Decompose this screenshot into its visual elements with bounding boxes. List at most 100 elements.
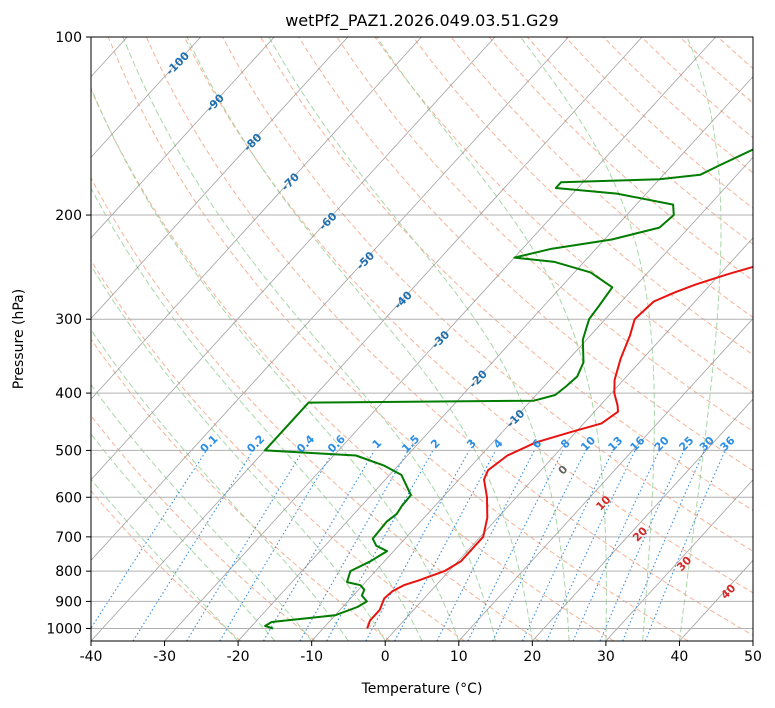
moist-adiabat [376,37,607,641]
mixing-ratio-line [132,450,254,641]
x-tick-label: 30 [597,649,615,665]
dry-adiabat [565,37,753,209]
x-axis-label: Temperature (°C) [361,681,483,697]
y-axis: 100 200 300 400 500 600 700 800 900 1000 [46,30,91,637]
y-tick-label: 800 [55,564,82,580]
isotherm [91,37,496,481]
mixing-ratio-line [622,450,705,641]
mixing-ratio-label: 4 [491,436,506,451]
dry-adiabat [91,176,540,641]
isotherm [91,37,275,239]
moist-adiabat [91,264,386,641]
mixing-ratio-line [299,450,409,641]
moist-adiabat [268,37,570,641]
moist-adiabat [520,37,655,641]
x-tick-label: 10 [450,649,468,665]
mixing-ratio-line [91,450,207,630]
isotherm [91,37,422,400]
isotherm [91,37,569,561]
mixing-ratio-line [186,450,304,641]
isotherm-label: -10 [504,407,527,430]
isotherm [458,317,753,641]
dry-adiabat [91,338,391,641]
dry-adiabat [91,88,614,641]
y-tick-label: 1000 [46,621,82,637]
x-tick-label: 50 [744,649,762,665]
dry-adiabat [145,37,753,636]
dry-adiabat [91,490,242,641]
moist-adiabat-label: 40 [718,581,738,601]
isotherm-label: -30 [429,328,452,351]
moist-adiabat-label: 20 [630,524,650,544]
dry-adiabat [298,37,753,472]
dry-adiabat [222,37,753,552]
x-tick-label: 0 [381,649,390,665]
mixing-ratio-line [644,450,726,641]
moist-adiabat [91,478,239,641]
y-tick-label: 600 [55,490,82,506]
isotherm [532,398,753,641]
isotherm [91,37,202,158]
dry-adiabat [107,37,689,641]
mixing-ratio-line [599,450,685,641]
dry-adiabat [488,37,753,282]
dry-adiabat [717,37,753,70]
x-tick-label: -20 [227,649,250,665]
isotherm-label: -90 [204,91,227,114]
dry-adiabat [450,37,753,319]
chart-title: wetPf2_PAZ1.2026.049.03.51.G29 [285,11,559,31]
moist-adiabat [91,433,276,641]
dry-adiabat [412,37,753,356]
isotherm-label: -20 [467,367,490,390]
isotherm [164,37,716,641]
moist-adiabat [91,328,349,641]
series-group [263,148,753,630]
mixing-ratio-label: 3 [464,437,479,452]
dry-adiabat [91,259,465,641]
moist-adiabat [678,37,722,641]
y-tick-label: 400 [55,386,82,402]
y-tick-label: 700 [55,530,82,546]
y-tick-label: 900 [55,594,82,610]
isotherm [91,37,643,641]
mixing-ratio-label: 0.1 [198,432,221,455]
mixing-ratio-label: 6 [530,436,545,451]
mixing-ratio-line [326,450,434,641]
isotherm-label: -100 [163,49,192,78]
dry-adiabat [336,37,753,432]
mixing-ratio-line [436,450,535,641]
isotherm-label: -50 [354,249,377,272]
mixing-ratio-line [467,450,564,641]
isotherm-label: -70 [279,170,302,193]
mixing-ratio-line [365,450,470,641]
mixing-ratio-label: 25 [676,434,696,454]
moist-adiabat [186,37,533,641]
isotherm [311,156,753,641]
x-tick-label: -10 [300,649,323,665]
plot-frame [90,36,754,642]
background-lines [91,37,775,641]
y-tick-label: 500 [55,443,82,459]
isotherm-label: -80 [241,131,264,154]
isotherm [91,37,349,320]
isotherm [384,237,753,641]
x-tick-label: -40 [80,649,103,665]
mixing-ratio-label: 13 [605,434,625,454]
moist-adiabat [122,37,497,641]
isotherm [752,640,753,641]
x-tick-label: 40 [671,649,689,665]
dry-adiabat [756,37,775,641]
series-line-2 [263,148,753,630]
moist-adiabat [91,187,423,641]
x-tick-label: -30 [153,649,176,665]
y-tick-label: 100 [55,30,82,46]
moist-adiabat [91,86,460,641]
y-tick-label: 300 [55,312,82,328]
dry-adiabat [183,37,753,594]
mixing-ratio-line [394,450,497,641]
x-axis: -40 -30 -20 -10 0 10 20 30 40 50 [80,641,762,665]
mixing-ratio-line [263,450,375,641]
mixing-ratio-label: 1.5 [399,432,422,455]
y-tick-label: 200 [55,208,82,224]
